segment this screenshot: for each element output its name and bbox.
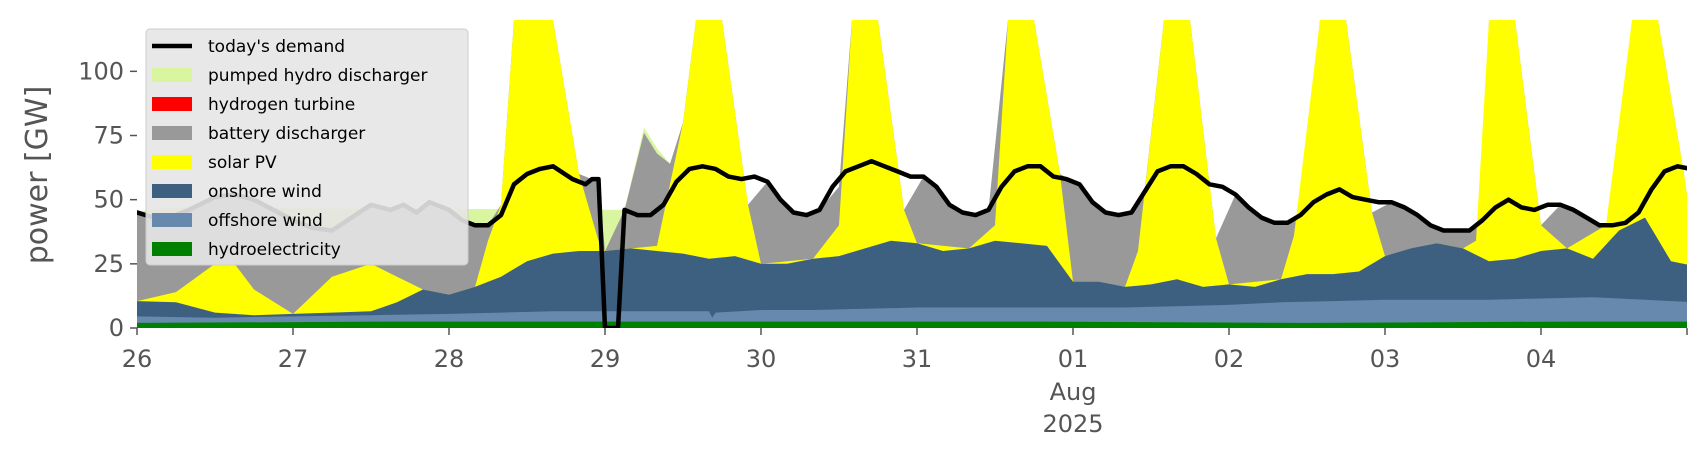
legend-label: offshore wind (208, 211, 323, 231)
legend-box (145, 28, 469, 266)
x-tick-label: 28 (434, 345, 465, 373)
x-tick-label: 27 (278, 345, 309, 373)
area-onshore-wind (137, 217, 1687, 328)
legend-swatch (152, 184, 192, 198)
legend-label: solar PV (208, 153, 277, 173)
x-tick-label: 03 (1370, 345, 1401, 373)
legend-label: onshore wind (208, 182, 322, 202)
legend-swatch (152, 68, 192, 82)
x-tick-label: 30 (746, 345, 777, 373)
area-solar-pv (137, 20, 1687, 328)
x-tick-sublabel: Aug (1050, 378, 1097, 406)
x-tick-sublabel: 2025 (1042, 410, 1103, 438)
legend: today's demand pumped hydro discharger hyd… (145, 28, 469, 266)
x-tick-label: 31 (902, 345, 933, 373)
legend-label: battery discharger (208, 124, 365, 144)
legend-swatch (152, 155, 192, 169)
x-tick-label: 26 (122, 345, 153, 373)
y-tick-label: 50 (93, 186, 124, 214)
x-tick-label: 02 (1214, 345, 1245, 373)
legend-label: pumped hydro discharger (208, 66, 427, 86)
axes: 0 25 50 75 100 26 27 28 29 30 31 01 Aug 2025 02 03 04 (78, 57, 1688, 438)
x-tick-label: 04 (1526, 345, 1557, 373)
legend-swatch (152, 213, 192, 227)
y-axis-label: power [GW] (20, 86, 55, 265)
y-tick-label: 0 (109, 314, 124, 342)
area-offshore-wind (137, 297, 1687, 328)
area-hydroelectricity (137, 321, 1687, 328)
y-tick-label: 25 (93, 250, 124, 278)
y-tick-label: 100 (78, 57, 124, 85)
legend-swatch (152, 97, 192, 111)
y-tick-label: 75 (93, 122, 124, 150)
legend-swatch (152, 242, 192, 256)
x-tick-label: 01 (1058, 345, 1089, 373)
x-tick-label: 29 (590, 345, 621, 373)
legend-swatch (152, 126, 192, 140)
legend-label: today's demand (208, 37, 345, 57)
demand-line (137, 158, 1687, 328)
legend-label: hydroelectricity (208, 240, 341, 260)
demand-line-layer (137, 158, 1687, 328)
legend-label: hydrogen turbine (208, 95, 355, 115)
